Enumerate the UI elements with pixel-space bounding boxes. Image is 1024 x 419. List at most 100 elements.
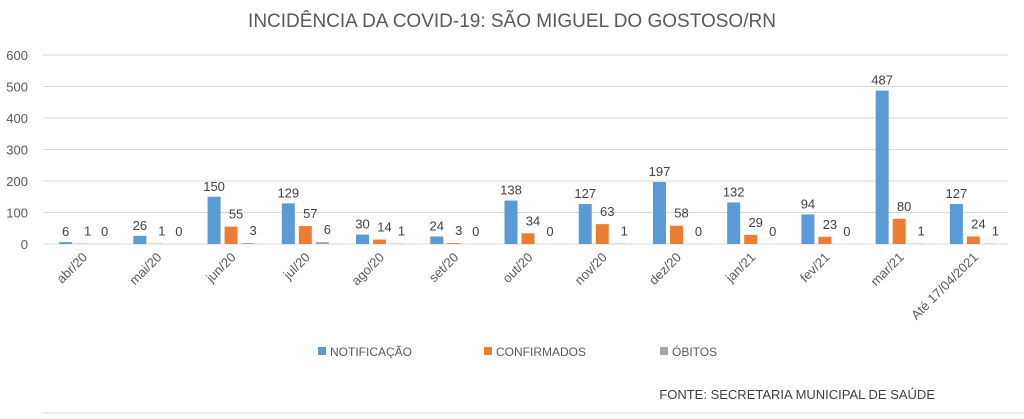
data-label: 3	[249, 223, 256, 238]
data-label: 57	[303, 206, 317, 221]
x-tick-label: abr/20	[54, 250, 91, 287]
data-label: 24	[971, 216, 985, 231]
bar-notificação	[430, 236, 444, 244]
y-tick-label: 600	[6, 48, 28, 63]
legend-label: CONFIRMADOS	[496, 345, 586, 359]
legend: NOTIFICAÇÃO CONFIRMADOS ÓBITOS	[318, 344, 717, 359]
data-label: 58	[674, 206, 688, 221]
bar-óbitos	[241, 243, 255, 244]
legend-label: NOTIFICAÇÃO	[330, 345, 412, 359]
bar-óbitos	[315, 242, 329, 244]
x-tick-label: mar/21	[868, 250, 907, 289]
data-label: 132	[723, 184, 745, 199]
data-label: 0	[101, 224, 108, 239]
data-label: 0	[769, 224, 776, 239]
bar-notificação	[59, 242, 73, 244]
data-label: 30	[355, 217, 369, 232]
x-tick-label: Até 17/04/2021	[908, 250, 981, 323]
data-label: 1	[992, 224, 999, 239]
data-label: 127	[946, 186, 968, 201]
bar-notificação	[356, 234, 370, 244]
data-label: 1	[84, 224, 91, 239]
bar-notificação	[504, 200, 518, 244]
data-label: 1	[621, 224, 628, 239]
data-label: 6	[62, 224, 69, 239]
legend-swatch	[484, 347, 492, 355]
y-tick-label: 0	[21, 237, 28, 252]
data-label: 55	[229, 207, 243, 222]
data-label: 1	[398, 224, 405, 239]
data-label: 150	[203, 179, 225, 194]
data-label: 94	[801, 196, 815, 211]
x-axis: abr/20 mai/20 jun/20 jul/20 ago/20 set/20 out/…	[54, 250, 981, 323]
data-label: 23	[823, 217, 837, 232]
bar-confirmados	[447, 243, 461, 244]
x-tick-label: nov/20	[572, 250, 610, 288]
x-tick-label: ago/20	[348, 250, 387, 289]
bar-notificação	[949, 203, 963, 244]
data-label: 63	[600, 204, 614, 219]
gridlines	[43, 54, 1008, 245]
data-label: 0	[695, 224, 702, 239]
y-axis: 0 100 200 300 400 500 600	[6, 48, 28, 252]
data-label: 3	[455, 223, 462, 238]
x-tick-label: dez/20	[646, 250, 684, 288]
legend-swatch	[318, 347, 326, 355]
bar-confirmados	[818, 236, 832, 244]
data-label: 29	[748, 215, 762, 230]
data-label: 1	[158, 224, 165, 239]
data-label: 80	[897, 199, 911, 214]
bar-confirmados	[373, 239, 387, 244]
data-label: 1	[918, 224, 925, 239]
data-label: 24	[430, 218, 444, 233]
data-label: 0	[546, 224, 553, 239]
bar-confirmados	[595, 224, 609, 244]
y-tick-label: 500	[6, 80, 28, 95]
data-label: 487	[871, 73, 893, 88]
x-tick-label: mai/20	[126, 250, 164, 288]
bar-notificação	[801, 214, 815, 244]
bar-confirmados	[892, 218, 906, 244]
bar-notificação	[727, 202, 741, 244]
data-label: 138	[500, 183, 522, 198]
bars	[59, 90, 997, 244]
data-label: 0	[175, 224, 182, 239]
data-label: 127	[574, 186, 596, 201]
data-label: 197	[649, 164, 671, 179]
data-label: 34	[526, 213, 540, 228]
x-tick-label: out/20	[499, 250, 535, 286]
y-tick-label: 300	[6, 143, 28, 158]
data-label: 6	[324, 222, 331, 237]
bar-confirmados	[744, 234, 758, 244]
y-tick-label: 100	[6, 206, 28, 221]
legend-swatch	[660, 347, 668, 355]
data-label: 129	[277, 185, 299, 200]
x-tick-label: jul/20	[280, 250, 313, 283]
bar-confirmados	[521, 233, 535, 244]
bar-confirmados	[224, 226, 238, 244]
bar-notificação	[281, 203, 295, 244]
y-tick-label: 200	[6, 174, 28, 189]
source-note: FONTE: SECRETARIA MUNICIPAL DE SAÚDE	[659, 387, 935, 402]
bar-confirmados	[669, 225, 683, 244]
bar-notificação	[133, 235, 147, 244]
data-label: 0	[472, 224, 479, 239]
x-tick-label: jan/21	[722, 250, 758, 286]
data-label: 14	[377, 220, 391, 235]
x-tick-label: set/20	[426, 250, 462, 286]
y-tick-label: 400	[6, 111, 28, 126]
data-label: 0	[843, 224, 850, 239]
bar-notificação	[578, 203, 592, 244]
bar-confirmados	[298, 226, 312, 244]
bar-notificação	[652, 181, 666, 244]
x-tick-label: jun/20	[202, 250, 238, 286]
bar-notificação	[875, 90, 889, 244]
chart-title: INCIDÊNCIA DA COVID-19: SÃO MIGUEL DO GO…	[248, 10, 776, 32]
data-label: 26	[133, 218, 147, 233]
x-tick-label: fev/21	[797, 250, 833, 286]
legend-label: ÓBITOS	[672, 344, 717, 359]
bar-confirmados	[966, 236, 980, 244]
bar-notificação	[207, 196, 221, 244]
